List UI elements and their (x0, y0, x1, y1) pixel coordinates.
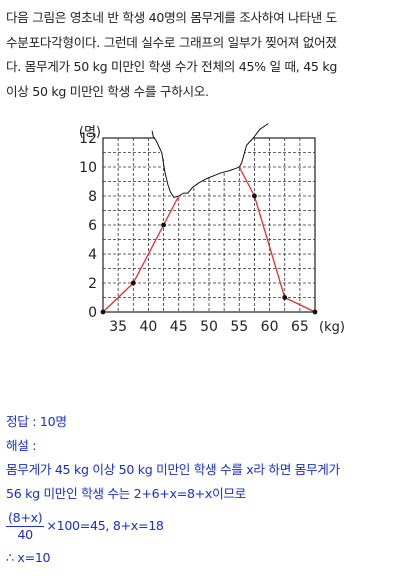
conclusion: ∴ x=10 (6, 550, 51, 565)
torn-edge-left (151, 130, 179, 199)
chart-labels: 0 2 4 6 8 10 12 35 40 45 50 55 60 65 (명) (kg) (79, 125, 345, 335)
x-tick-label: 60 (261, 319, 279, 335)
y-tick-label: 10 (79, 160, 97, 176)
y-tick-label: 12 (79, 131, 97, 147)
y-tick-label: 0 (88, 305, 97, 321)
data-point (100, 309, 106, 315)
y-tick-label: 6 (88, 218, 97, 234)
frequency-polygon-chart: 0 2 4 6 8 10 12 35 40 45 50 55 60 65 (명) (kg) (79, 123, 345, 335)
fraction-denominator: 40 (17, 526, 33, 542)
y-tick-label: 2 (88, 276, 97, 292)
fraction-numerator: (8+x) (6, 509, 45, 527)
solution-equation: (8+x) 40 ×100=45, 8+x=18 (6, 506, 398, 546)
equation-rest: ×100=45, 8+x=18 (46, 518, 164, 533)
fraction: (8+x) 40 (6, 509, 45, 543)
x-tick-label: 35 (109, 319, 127, 335)
data-point (312, 309, 318, 315)
x-axis-label: (kg) (319, 320, 345, 335)
x-tick-label: 45 (170, 319, 188, 335)
x-tick-label: 40 (140, 319, 158, 335)
data-point (161, 222, 166, 228)
polygon-right-line (238, 166, 316, 313)
chart-marks (100, 123, 318, 315)
solution-line: 몸무게가 45 kg 이상 50 kg 미만인 학생 수를 x라 하면 몸무게가 (6, 462, 340, 477)
problem-line: 다음 그림은 영초네 반 학생 40명의 몸무게를 조사하여 나타낸 도 (6, 10, 337, 25)
y-tick-label: 4 (88, 247, 97, 263)
problem-line: 이상 50 kg 미만인 학생 수를 구하시오. (6, 83, 209, 99)
problem-line: 다. 몸무게가 50 kg 미만인 학생 수가 전체의 45% 일 때, 45 … (6, 59, 338, 74)
y-axis-label: (명) (79, 125, 101, 140)
answer: 정답 : 10명 (6, 414, 67, 429)
data-point (282, 295, 288, 300)
problem-line: 수분포다각형이다. 그런데 실수로 그래프의 일부가 찢어져 없어졌 (6, 34, 337, 50)
x-tick-label: 55 (230, 319, 248, 335)
problem-text: 다음 그림은 영초네 반 학생 40명의 몸무게를 조사하여 나타낸 도 수분포… (6, 6, 396, 104)
torn-edge-bottom (178, 123, 269, 197)
data-point (130, 280, 136, 286)
data-point (252, 193, 257, 199)
x-tick-label: 50 (200, 319, 218, 335)
y-tick-label: 8 (88, 189, 97, 205)
polygon-left-line (102, 195, 180, 313)
solution-line: 56 kg 미만인 학생 수는 2+6+x=8+x이므로 (6, 486, 246, 501)
solution-label: 해설 : (6, 438, 37, 453)
torn-region (152, 123, 269, 198)
x-tick-label: 65 (291, 319, 309, 335)
solution-block: 정답 : 10명 해설 : 몸무게가 45 kg 이상 50 kg 미만인 학생… (6, 410, 398, 570)
